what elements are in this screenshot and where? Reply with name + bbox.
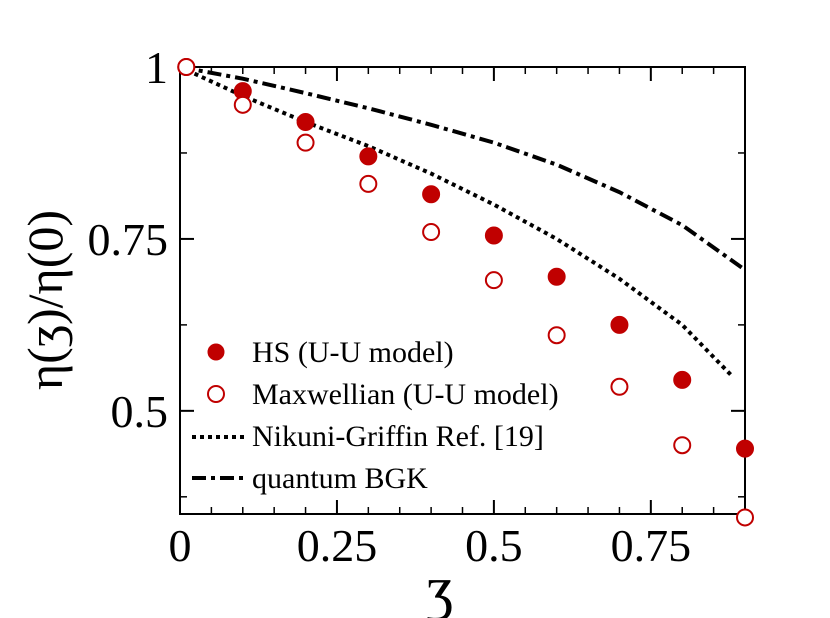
y-axis-title: η(ʒ)/η(0): [17, 210, 73, 390]
x-tick-label: 0.5: [465, 520, 523, 571]
nikuni-griffin-line: [179, 65, 734, 378]
y-tick-label: 1: [145, 42, 168, 93]
maxwellian-point: [484, 271, 503, 290]
legend-quantum-bgk-label: quantum BGK: [252, 462, 428, 495]
legend: HS (U-U model) Maxwellian (U-U model) Ni…: [192, 336, 559, 495]
maxwellian-point: [177, 58, 196, 76]
series-markers: [177, 58, 754, 527]
series-lines: [179, 65, 747, 378]
x-tick-label: 0.25: [297, 520, 378, 571]
maxwellian-point: [736, 508, 754, 527]
legend-hs-label: HS (U-U model): [252, 336, 454, 369]
hs-point: [736, 439, 754, 458]
hs-point: [296, 113, 315, 132]
hs-point: [673, 370, 692, 389]
quantum-bgk-line: [179, 65, 747, 272]
x-tick-label: 0.75: [611, 520, 692, 571]
maxwellian-point: [296, 133, 315, 152]
maxwellian-point: [610, 377, 629, 396]
legend-maxwellian-marker: [207, 385, 225, 403]
legend-nikuni-griffin-label: Nikuni-Griffin Ref. [19]: [252, 420, 544, 453]
maxwellian-point: [673, 436, 692, 455]
y-tick-label: 0.5: [111, 386, 169, 437]
y-tick-label: 0.75: [88, 214, 169, 265]
legend-maxwellian-label: Maxwellian (U-U model): [252, 378, 559, 411]
legend-hs-marker: [207, 343, 225, 361]
maxwellian-point: [422, 223, 441, 242]
hs-point: [484, 226, 503, 245]
hs-point: [610, 315, 629, 334]
hs-point: [422, 185, 441, 204]
y-tick-labels: 0.5 0.75 1: [88, 42, 169, 437]
maxwellian-point: [233, 95, 252, 114]
hs-point: [359, 147, 378, 166]
x-tick-label: 0: [169, 520, 192, 571]
maxwellian-point: [547, 326, 566, 345]
hs-point: [547, 267, 566, 286]
maxwellian-point: [359, 174, 378, 193]
x-tick-labels: 0 0.25 0.5 0.75: [169, 520, 692, 571]
x-axis-title: ʒ: [427, 555, 454, 618]
